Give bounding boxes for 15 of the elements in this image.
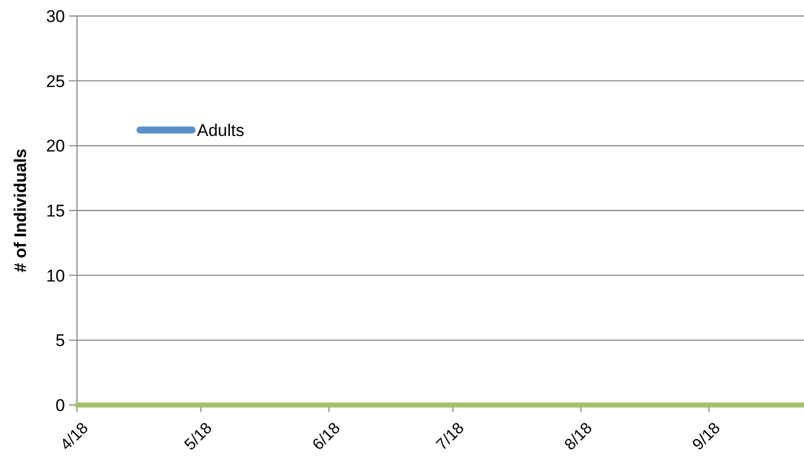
x-tick-label: 4/18 [58, 420, 92, 454]
x-tick-label: 7/18 [434, 420, 468, 454]
x-tick-label: 6/18 [310, 420, 344, 454]
x-tick-label: 8/18 [562, 420, 596, 454]
y-tick-label: 0 [56, 396, 65, 415]
x-tick-label: 5/18 [182, 420, 216, 454]
y-axis-title: # of Individuals [11, 148, 30, 272]
y-tick-label: 5 [56, 331, 65, 350]
y-tick-label: 15 [46, 201, 65, 220]
legend-label: Adults [197, 120, 244, 140]
y-tick-label: 30 [46, 6, 65, 26]
y-tick-label: 20 [46, 136, 65, 156]
y-tick-label: 10 [46, 266, 65, 286]
y-tick-label: 25 [46, 72, 65, 91]
x-tick-label: 9/18 [690, 420, 724, 454]
